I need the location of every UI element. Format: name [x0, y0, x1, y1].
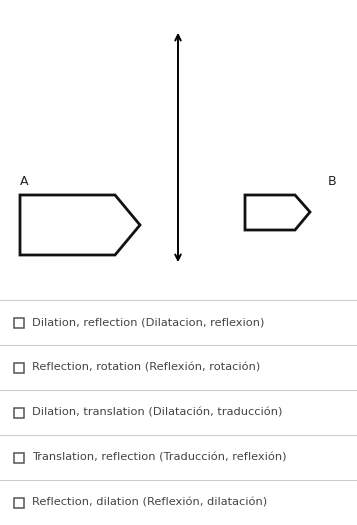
Polygon shape — [245, 195, 310, 230]
Text: Reflection, dilation (Reflexión, dilatación): Reflection, dilation (Reflexión, dilatac… — [32, 498, 267, 508]
Text: Dilation, translation (Dilatación, traducción): Dilation, translation (Dilatación, tradu… — [32, 407, 282, 417]
Bar — [14, 362, 24, 373]
Bar — [14, 407, 24, 417]
Text: A: A — [20, 175, 29, 188]
Polygon shape — [20, 195, 140, 255]
Bar — [14, 453, 24, 463]
Bar — [14, 498, 24, 508]
Text: Dilation, reflection (Dilatacion, reflexion): Dilation, reflection (Dilatacion, reflex… — [32, 318, 265, 328]
Text: Translation, reflection (Traducción, reflexión): Translation, reflection (Traducción, ref… — [32, 453, 287, 463]
Bar — [14, 318, 24, 328]
Text: B: B — [328, 175, 337, 188]
Text: Reflection, rotation (Reflexión, rotación): Reflection, rotation (Reflexión, rotació… — [32, 362, 260, 373]
